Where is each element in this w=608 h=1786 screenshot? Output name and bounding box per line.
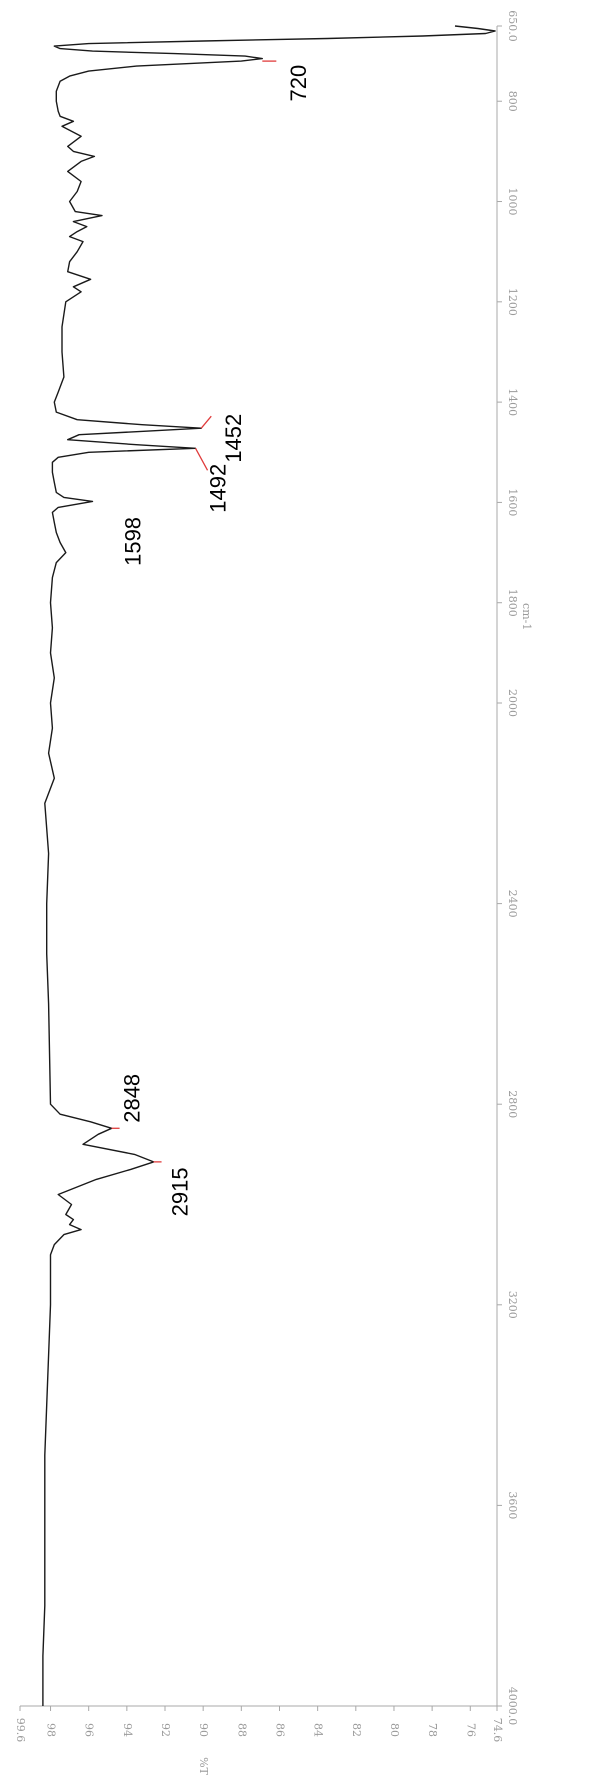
x-tick-label: 1800 bbox=[506, 589, 519, 617]
y-tick-label: 86 bbox=[273, 1723, 286, 1737]
y-tick-label: 82 bbox=[350, 1723, 363, 1737]
x-tick-label: 1000 bbox=[506, 188, 519, 216]
y-tick-label: 92 bbox=[159, 1723, 172, 1737]
peak-markers bbox=[111, 60, 277, 1163]
x-tick-label: 1200 bbox=[506, 288, 519, 316]
y-tick-label: 78 bbox=[426, 1723, 439, 1737]
axes: 4000.0 3600 3200 2800 2400 2000 1800 1600 1400 12… bbox=[14, 10, 519, 1742]
y-tick-label: 80 bbox=[388, 1723, 401, 1737]
peak-marker bbox=[200, 415, 212, 429]
peak-marker bbox=[194, 447, 209, 471]
x-tick-label: 3600 bbox=[506, 1491, 519, 1519]
x-tick-label: 2000 bbox=[506, 689, 519, 717]
y-tick-label: 96 bbox=[83, 1723, 96, 1737]
y-tick-label: 98 bbox=[45, 1723, 58, 1737]
spectrum-line bbox=[42, 25, 496, 1706]
y-tick-label: 94 bbox=[121, 1723, 134, 1737]
x-tick-label: 4000.0 bbox=[506, 1687, 519, 1726]
x-axis-ticks: 4000.0 3600 3200 2800 2400 2000 1800 1600 1400 12… bbox=[497, 10, 519, 1725]
peak-label: 1492 bbox=[205, 464, 230, 513]
x-axis-title: cm-1 bbox=[520, 603, 533, 630]
peak-label: 720 bbox=[286, 65, 311, 102]
y-tick-label: 84 bbox=[312, 1723, 325, 1737]
peak-label: 2848 bbox=[119, 1074, 144, 1123]
peak-label: 1452 bbox=[221, 414, 246, 463]
x-tick-label: 2800 bbox=[506, 1090, 519, 1118]
x-tick-label: 1400 bbox=[506, 388, 519, 416]
y-axis-title: %T bbox=[197, 1757, 210, 1775]
peak-label: 2915 bbox=[167, 1167, 192, 1216]
y-tick-label: 99.6 bbox=[14, 1718, 27, 1743]
x-tick-label: 1600 bbox=[506, 488, 519, 516]
y-axis-ticks: 74.6 76 78 80 82 84 86 88 90 92 94 96 98 99.6 bbox=[14, 1706, 504, 1742]
x-tick-label: 2400 bbox=[506, 890, 519, 918]
x-tick-label: 3200 bbox=[506, 1291, 519, 1319]
peak-label: 1598 bbox=[120, 517, 145, 566]
y-tick-label: 74.6 bbox=[491, 1718, 504, 1743]
x-tick-label: 650.0 bbox=[506, 10, 519, 42]
y-tick-label: 90 bbox=[197, 1723, 210, 1737]
x-tick-label: 800 bbox=[506, 91, 519, 112]
y-tick-label: 88 bbox=[235, 1723, 248, 1737]
y-tick-label: 76 bbox=[464, 1723, 477, 1737]
